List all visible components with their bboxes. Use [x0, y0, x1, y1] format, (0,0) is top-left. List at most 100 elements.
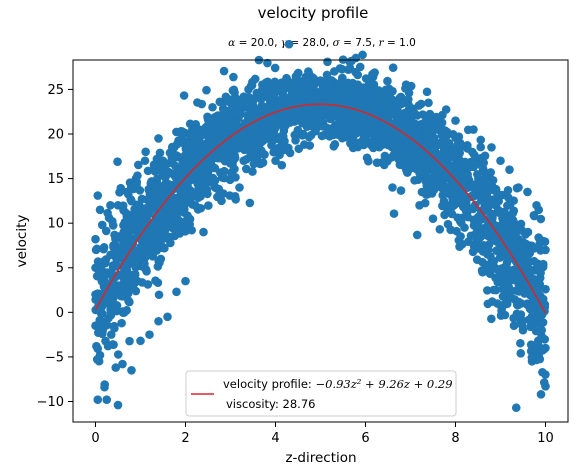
- scatter-point: [186, 151, 196, 160]
- scatter-point: [160, 243, 169, 253]
- scatter-point: [426, 140, 436, 149]
- scatter-point: [100, 380, 109, 389]
- scatter-point: [116, 250, 125, 260]
- scatter-point: [339, 115, 349, 124]
- scatter-point: [313, 93, 323, 102]
- y-axis: −10 −5 0 5 10 15 20 25: [37, 83, 73, 410]
- scatter-point: [193, 142, 202, 151]
- scatter-point: [106, 330, 116, 339]
- scatter-point: [304, 67, 313, 76]
- scatter-point: [387, 126, 396, 136]
- scatter-point: [412, 230, 422, 240]
- scatter-point: [353, 70, 363, 80]
- scatter-point: [497, 225, 506, 234]
- scatter-point: [535, 354, 545, 364]
- scatter-point: [444, 139, 454, 148]
- scatter-point: [164, 218, 173, 227]
- scatter-point: [437, 167, 446, 176]
- scatter-point: [245, 114, 255, 123]
- scatter-point: [507, 242, 517, 252]
- scatter-point: [516, 310, 526, 319]
- scatter-point: [108, 294, 118, 303]
- scatter-point: [440, 210, 449, 220]
- subtitle-alpha-symbol: α: [228, 37, 235, 49]
- scatter-point: [362, 88, 371, 98]
- scatter-point: [219, 127, 229, 137]
- scatter-point: [435, 140, 444, 150]
- scatter-point: [258, 158, 268, 167]
- legend: velocity profile: −0.93z² + 9.26z + 0.29…: [185, 370, 457, 417]
- scatter-point: [381, 132, 390, 142]
- scatter-point: [347, 90, 357, 99]
- scatter-point: [477, 190, 487, 199]
- scatter-point: [302, 90, 312, 100]
- subtitle-sigma-value: = 7.5,: [343, 37, 375, 49]
- scatter-point: [97, 276, 107, 286]
- scatter-point: [506, 286, 516, 295]
- scatter-point: [533, 278, 542, 287]
- scatter-point: [424, 98, 433, 108]
- scatter-point: [383, 140, 393, 150]
- scatter-point: [532, 285, 542, 295]
- scatter-point: [418, 155, 428, 165]
- scatter-point: [328, 112, 337, 122]
- scatter-point: [403, 95, 413, 104]
- scatter-point: [133, 171, 142, 180]
- scatter-point: [345, 63, 355, 73]
- legend-fit-formula: −0.93z² + 9.26z + 0.29: [315, 377, 452, 391]
- scatter-point: [402, 124, 412, 133]
- scatter-point: [275, 114, 284, 124]
- scatter-point: [370, 128, 379, 138]
- scatter-point: [325, 132, 334, 141]
- scatter-point: [441, 173, 450, 183]
- scatter-point: [141, 147, 150, 157]
- y-tick-label: 0: [56, 306, 64, 321]
- scatter-point: [287, 88, 297, 97]
- scatter-point: [119, 227, 129, 237]
- scatter-point: [166, 207, 176, 217]
- scatter-point: [483, 247, 492, 256]
- scatter-point: [185, 119, 195, 129]
- scatter-point: [498, 284, 508, 294]
- x-axis: 0 2 4 6 8 10: [91, 422, 554, 446]
- scatter-point: [524, 256, 533, 266]
- scatter-point: [524, 246, 534, 255]
- scatter-point: [436, 124, 446, 133]
- subtitle-gamma-symbol: γ: [281, 37, 288, 49]
- scatter-point: [172, 127, 181, 137]
- scatter-point: [93, 344, 103, 353]
- scatter-point: [506, 293, 516, 302]
- scatter-point: [355, 62, 365, 72]
- scatter-point: [156, 188, 166, 198]
- scatter-point: [451, 116, 460, 125]
- scatter-point: [502, 299, 512, 309]
- scatter-point: [208, 102, 217, 112]
- scatter-point: [92, 244, 102, 254]
- scatter-point: [370, 68, 379, 77]
- scatter-point: [290, 117, 300, 126]
- subtitle-gamma-value: = 28.0,: [290, 37, 329, 49]
- scatter-point: [102, 395, 112, 405]
- scatter-point: [481, 260, 491, 270]
- scatter-point: [289, 78, 299, 88]
- scatter-point: [203, 189, 212, 199]
- scatter-point: [118, 243, 128, 252]
- scatter-point: [203, 112, 212, 122]
- scatter-point: [415, 168, 424, 178]
- scatter-point: [91, 295, 100, 304]
- scatter-point: [388, 183, 397, 192]
- scatter-point: [263, 58, 272, 68]
- scatter-point: [452, 181, 461, 191]
- scatter-point: [181, 175, 191, 184]
- scatter-point: [222, 142, 231, 152]
- scatter-point: [149, 160, 159, 169]
- scatter-point: [509, 313, 518, 323]
- y-tick-label: 25: [47, 83, 64, 98]
- scatter-point: [511, 403, 521, 413]
- scatter-point: [480, 151, 490, 161]
- scatter-point: [137, 278, 147, 287]
- scatter-point: [361, 74, 371, 83]
- scatter-point: [405, 163, 414, 173]
- scatter-point: [322, 70, 332, 80]
